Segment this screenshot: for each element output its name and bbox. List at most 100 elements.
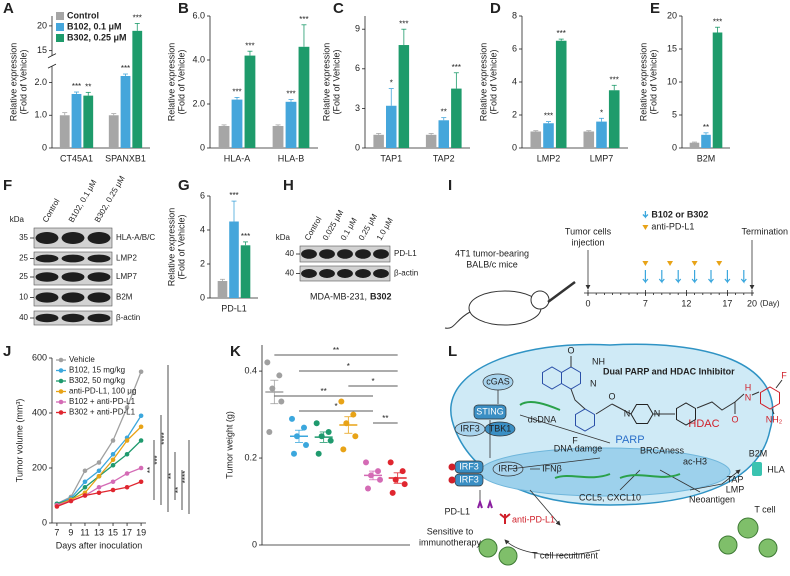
node: T cell xyxy=(754,504,775,514)
bar xyxy=(543,123,554,148)
blot-band xyxy=(355,269,371,278)
node: cGAS xyxy=(486,376,510,386)
legend-swatch xyxy=(56,12,64,20)
bond xyxy=(570,356,783,415)
bar xyxy=(217,281,228,298)
legend-label: B102, 0.1 μM xyxy=(67,21,122,31)
day-label: 7 xyxy=(643,298,648,308)
significance: ** xyxy=(441,108,447,117)
node: T cell recuitment xyxy=(532,550,598,560)
y-axis-label: Relative expression xyxy=(478,43,488,122)
day-label: 12 xyxy=(681,298,691,308)
node: IRF3 xyxy=(459,474,479,484)
node: IRF3 xyxy=(459,461,479,471)
blot-band xyxy=(301,269,317,278)
dose-triangle xyxy=(691,261,698,266)
bar xyxy=(596,121,607,148)
legend-label: B102, 15 mg/kg xyxy=(69,366,125,375)
bar xyxy=(555,40,567,148)
y-tick-label: 0 xyxy=(200,292,205,302)
y-tick-label: 4.0 xyxy=(192,54,205,64)
mouse-label: 4T1 tumor-bearing xyxy=(455,248,529,258)
bar xyxy=(451,88,462,148)
y-tick-label: 200 xyxy=(32,462,47,472)
x-tick-label: B2M xyxy=(697,153,716,163)
node: TAP xyxy=(727,474,744,484)
node: STING xyxy=(476,406,504,416)
y-tick-label: 15 xyxy=(37,45,47,55)
bar xyxy=(425,134,437,148)
antibody-arrow-icon xyxy=(642,225,649,230)
blot-band xyxy=(61,232,85,244)
y-tick-label: 20 xyxy=(37,20,47,30)
mouse-body xyxy=(468,290,542,326)
point xyxy=(303,442,309,448)
point xyxy=(96,460,102,465)
blot-band xyxy=(319,249,335,259)
point xyxy=(124,471,130,476)
blot-band xyxy=(61,313,85,323)
bar xyxy=(71,93,82,148)
legend-label: B102 + anti-PD-L1 xyxy=(69,397,136,406)
blot-band xyxy=(337,249,353,259)
y-tick-label: 600 xyxy=(32,352,47,362)
point xyxy=(365,485,371,492)
point xyxy=(110,457,116,463)
node: LMP xyxy=(726,484,745,494)
band-label: HLA-A/B/C xyxy=(116,233,155,242)
bar xyxy=(438,120,449,148)
phospho xyxy=(448,476,456,484)
lane-label: 1.0 μM xyxy=(375,216,395,242)
y-tick-label: 4 xyxy=(200,224,205,234)
x-tick-label: LMP2 xyxy=(537,153,561,163)
point xyxy=(110,462,116,468)
node: Sensitive to xyxy=(427,526,474,536)
y-tick-label: 0 xyxy=(512,142,517,152)
y-tick-label: 20 xyxy=(667,10,677,20)
arrow xyxy=(489,390,740,493)
point xyxy=(124,451,130,457)
point xyxy=(352,433,359,440)
significance: *** xyxy=(557,29,566,38)
blot-band xyxy=(319,269,335,278)
day-label: 0 xyxy=(585,298,590,308)
bar xyxy=(272,126,284,148)
legend-swatch xyxy=(56,34,64,42)
blot-band xyxy=(35,272,59,282)
significance: ** xyxy=(333,346,339,355)
significance: ** xyxy=(146,467,155,473)
treatment-label: B102 or B302 xyxy=(651,209,708,219)
dose-arrow xyxy=(691,270,698,284)
point xyxy=(124,438,130,443)
ring xyxy=(676,402,696,426)
dose-triangle xyxy=(642,261,649,266)
node: IFNβ xyxy=(542,463,562,473)
node: Neoantigen xyxy=(689,494,735,504)
point xyxy=(363,459,369,466)
point xyxy=(138,369,144,375)
point xyxy=(313,420,320,427)
bar xyxy=(398,45,410,148)
significance: *** xyxy=(121,64,130,73)
termination-label: Termination xyxy=(741,226,788,236)
dose-arrow xyxy=(724,270,731,284)
band-label: B2M xyxy=(116,293,133,302)
significance: *** xyxy=(299,15,308,24)
kda-marker: 40 xyxy=(19,313,28,322)
diagram-title: Dual PARP and HDAC Inhibitor xyxy=(603,366,735,376)
point xyxy=(96,473,102,479)
node: CCL5, CXCL10 xyxy=(579,492,641,502)
point xyxy=(110,451,116,457)
x-tick-label: 15 xyxy=(108,527,118,537)
point xyxy=(289,415,295,422)
y-axis-label: Relative expression xyxy=(166,43,176,122)
x-tick-label: HLA-B xyxy=(278,153,305,163)
y-tick-label: 0 xyxy=(42,142,47,152)
blot-band xyxy=(87,272,111,282)
y-tick-label: 0 xyxy=(42,517,47,527)
phospho xyxy=(448,463,456,471)
point xyxy=(375,468,381,475)
panel-label: L xyxy=(448,343,457,360)
y-tick-label: 8 xyxy=(512,10,517,20)
kda-label: kDa xyxy=(276,233,291,242)
